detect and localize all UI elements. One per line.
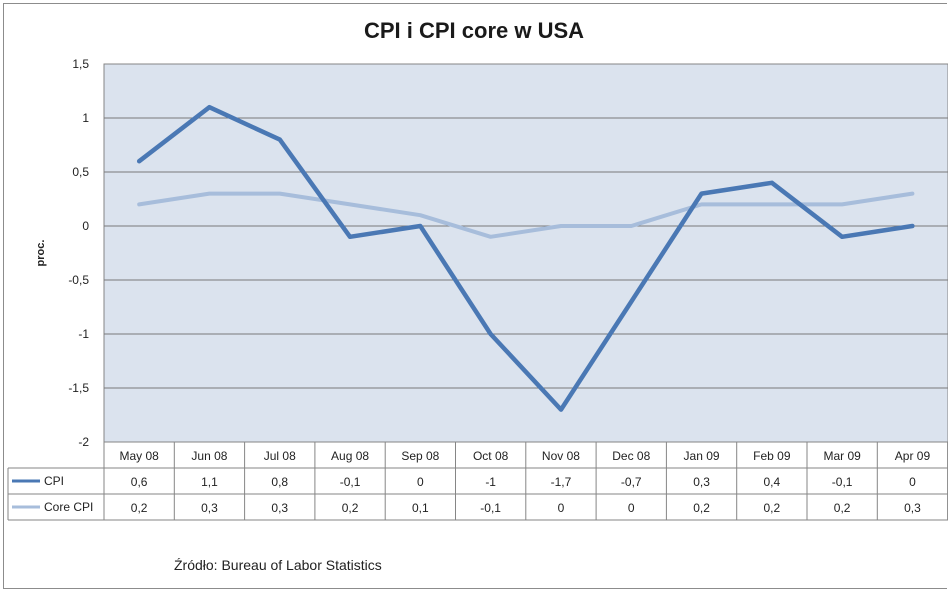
y-tick-label: 1 — [82, 111, 89, 125]
x-tick-label: Mar 09 — [823, 449, 861, 463]
data-table-value: 0,3 — [693, 475, 710, 489]
chart-title: CPI i CPI core w USA — [363, 18, 585, 43]
series-line-cpi — [136, 104, 915, 412]
data-table-value: -0,1 — [832, 475, 853, 489]
data-table-value: 0 — [909, 475, 916, 489]
data-table-value: 0,6 — [131, 475, 148, 489]
plot-area — [103, 63, 948, 443]
y-tick-label: -1,5 — [68, 381, 89, 395]
data-table-value: 0,3 — [201, 501, 218, 515]
x-tick-label: Apr 09 — [895, 449, 931, 463]
x-tick-label: Aug 08 — [331, 449, 369, 463]
x-tick-label: Sep 08 — [401, 449, 439, 463]
data-table-value: 0,2 — [834, 501, 851, 515]
x-tick-label: Jan 09 — [684, 449, 720, 463]
data-table-value: -1,7 — [551, 475, 572, 489]
data-table-value: 0,2 — [693, 501, 710, 515]
y-tick-label: 1,5 — [72, 57, 89, 71]
x-tick-label: Oct 08 — [473, 449, 509, 463]
legend-label: Core CPI — [44, 500, 93, 514]
x-tick-label: Jun 08 — [191, 449, 227, 463]
series-line-core-cpi — [137, 191, 915, 239]
source-note: Źródło: Bureau of Labor Statistics — [174, 557, 382, 573]
data-table-value: 0 — [628, 501, 635, 515]
data-table-value: -0,1 — [480, 501, 501, 515]
y-tick-label: 0,5 — [72, 165, 89, 179]
data-table-value: 0,3 — [271, 501, 288, 515]
data-table-value: 1,1 — [201, 475, 218, 489]
data-table-value: 0,4 — [764, 475, 781, 489]
legend-label: CPI — [44, 474, 64, 488]
y-axis-label: proc. — [35, 240, 47, 267]
data-table-value: 0,2 — [764, 501, 781, 515]
x-tick-label: Nov 08 — [542, 449, 580, 463]
y-tick-label: -0,5 — [68, 273, 89, 287]
data-table-value: 0,2 — [131, 501, 148, 515]
data-table-value: -0,7 — [621, 475, 642, 489]
data-table-value: 0,2 — [342, 501, 359, 515]
y-tick-label: 0 — [82, 219, 89, 233]
data-table-value: 0 — [558, 501, 565, 515]
y-tick-label: -2 — [78, 435, 89, 449]
data-table-value: 0 — [417, 475, 424, 489]
x-tick-label: Feb 09 — [753, 449, 791, 463]
data-table-value: 0,1 — [412, 501, 429, 515]
x-tick-label: Dec 08 — [612, 449, 650, 463]
data-table-value: -0,1 — [340, 475, 361, 489]
data-table-value: -1 — [485, 475, 496, 489]
x-tick-label: May 08 — [119, 449, 159, 463]
x-tick-label: Jul 08 — [264, 449, 296, 463]
y-tick-label: -1 — [78, 327, 89, 341]
data-table-value: 0,3 — [904, 501, 921, 515]
data-table-value: 0,8 — [271, 475, 288, 489]
